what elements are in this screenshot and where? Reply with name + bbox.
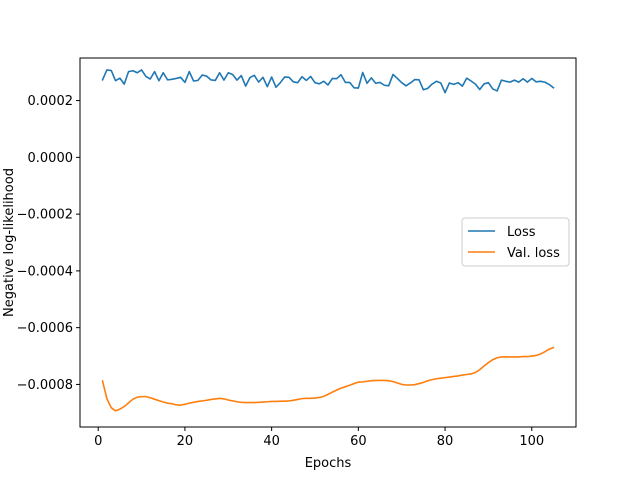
series-line-val-loss xyxy=(101,346,555,412)
y-tick-label: 0.0000 xyxy=(28,151,74,166)
y-axis-label: Negative log-likelihood xyxy=(2,168,17,317)
axes-frame xyxy=(79,57,577,428)
x-tick-label: 40 xyxy=(263,434,280,449)
legend-label-val-loss: Val. loss xyxy=(507,246,560,261)
y-tick-label: −0.0006 xyxy=(17,321,73,336)
x-tick-label: 60 xyxy=(350,434,367,449)
series-line-loss xyxy=(101,69,555,94)
x-tick-label: 0 xyxy=(94,434,102,449)
x-ticks: 0 20 40 60 80 100 xyxy=(94,427,544,449)
series-layer xyxy=(101,69,555,412)
y-tick-label: 0.0002 xyxy=(28,94,74,109)
y-ticks: −0.0008 −0.0006 −0.0004 −0.0002 0.0000 0.0002 xyxy=(17,94,80,393)
legend: Loss Val. loss xyxy=(461,217,570,267)
legend-box xyxy=(461,217,570,267)
legend-label-loss: Loss xyxy=(507,225,536,240)
x-tick-label: 20 xyxy=(177,434,194,449)
y-tick-label: −0.0002 xyxy=(17,208,73,223)
x-axis-label: Epochs xyxy=(305,456,352,471)
x-tick-label: 80 xyxy=(437,434,454,449)
y-tick-label: −0.0004 xyxy=(17,264,73,279)
y-tick-label: −0.0008 xyxy=(17,378,73,393)
x-tick-label: 100 xyxy=(519,434,544,449)
